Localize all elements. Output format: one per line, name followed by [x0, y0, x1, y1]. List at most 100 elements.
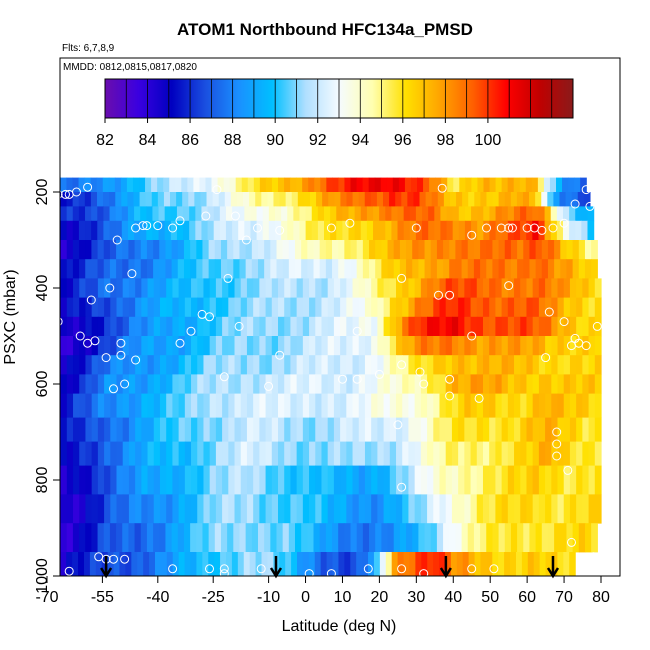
- heatmap-cell: [97, 206, 105, 222]
- heatmap-cell: [408, 336, 416, 356]
- sample-point: [397, 360, 407, 370]
- heatmap-cell: [465, 177, 472, 193]
- heatmap-cell: [110, 374, 118, 394]
- heatmap-cell: [172, 336, 180, 356]
- heatmap-cell: [443, 192, 451, 207]
- heatmap-cell: [476, 393, 484, 418]
- heatmap-cell: [427, 316, 434, 337]
- heatmap-cell: [346, 393, 354, 418]
- heatmap-cell: [60, 297, 68, 318]
- heatmap-cell: [507, 336, 515, 356]
- heatmap-cell: [317, 220, 325, 241]
- heatmap-cell: [338, 177, 346, 193]
- heatmap-cell: [302, 393, 310, 418]
- heatmap-cell: [96, 192, 104, 207]
- heatmap-cell: [557, 297, 565, 318]
- heatmap-cell: [302, 374, 310, 394]
- colorbar-tick-label: 92: [309, 132, 327, 149]
- heatmap-cell: [253, 393, 260, 418]
- heatmap-cell: [333, 417, 341, 442]
- heatmap-cell: [288, 259, 296, 279]
- heatmap-cell: [346, 192, 354, 207]
- flights-note: Flts: 6,7,8,9: [62, 43, 115, 54]
- sample-point: [116, 350, 126, 360]
- heatmap-cell: [122, 465, 130, 495]
- heatmap-cell: [199, 177, 207, 193]
- sample-point: [120, 554, 130, 564]
- heatmap-cell: [458, 417, 465, 442]
- heatmap-cell: [270, 259, 278, 279]
- heatmap-cell: [128, 355, 136, 375]
- heatmap-cell: [159, 465, 167, 495]
- heatmap-cell: [103, 523, 111, 553]
- heatmap-cell: [501, 393, 509, 418]
- heatmap-cell: [288, 240, 296, 260]
- sample-point: [241, 235, 251, 245]
- heatmap-cell: [135, 417, 142, 442]
- heatmap-cell: [110, 417, 118, 442]
- heatmap-cell: [333, 316, 341, 337]
- sample-point: [275, 225, 285, 235]
- heatmap-cell: [321, 355, 329, 375]
- heatmap-cell: [159, 316, 167, 337]
- heatmap-cell: [166, 494, 173, 524]
- heatmap-cell: [514, 494, 521, 524]
- heatmap-cell: [437, 192, 445, 207]
- heatmap-cell: [532, 393, 540, 418]
- heatmap-cell: [535, 240, 543, 260]
- heatmap-cell: [320, 552, 328, 576]
- heatmap-cell: [190, 259, 197, 279]
- heatmap-cell: [538, 220, 546, 241]
- heatmap-cell: [447, 177, 454, 193]
- heatmap-cell: [196, 259, 204, 279]
- heatmap-cell: [91, 336, 99, 356]
- heatmap-cell: [178, 441, 186, 466]
- heatmap-cell: [73, 465, 80, 495]
- heatmap-cell: [135, 494, 142, 524]
- y-tick-label: 400: [34, 275, 51, 302]
- sample-point: [338, 374, 347, 384]
- heatmap-cell: [244, 220, 252, 241]
- heatmap-cell: [408, 393, 416, 418]
- heatmap-cell: [228, 417, 236, 442]
- heatmap-cell: [501, 355, 509, 375]
- heatmap-cell: [397, 220, 405, 241]
- heatmap-cell: [202, 240, 210, 260]
- heatmap-cell: [191, 374, 198, 394]
- sample-point: [75, 331, 85, 341]
- heatmap-cell: [274, 220, 282, 241]
- heatmap-cell: [251, 240, 259, 260]
- heatmap-cell: [271, 393, 279, 418]
- sample-point: [482, 223, 491, 233]
- heatmap-cell: [79, 355, 87, 375]
- heatmap-cell: [588, 441, 596, 466]
- sample-point: [363, 564, 373, 574]
- heatmap-cell: [315, 417, 323, 442]
- heatmap-cell: [443, 523, 450, 553]
- heatmap-cell: [498, 523, 506, 553]
- heatmap-cell: [377, 417, 385, 442]
- sample-point: [186, 326, 196, 336]
- heatmap-cell: [284, 297, 292, 318]
- heatmap-cell: [79, 336, 87, 356]
- heatmap-cell: [327, 393, 335, 418]
- heatmap-cell: [202, 259, 210, 279]
- heatmap-cell: [427, 494, 434, 524]
- heatmap-cell: [305, 206, 313, 222]
- heatmap-cell: [172, 552, 180, 576]
- heatmap-cell: [582, 278, 590, 298]
- heatmap-cell: [146, 240, 154, 260]
- heatmap-cell: [424, 523, 432, 553]
- heatmap-cell: [291, 192, 299, 207]
- heatmap-cell: [321, 278, 329, 298]
- heatmap-cell: [246, 297, 254, 318]
- heatmap-cell: [535, 192, 542, 207]
- heatmap-cell: [439, 336, 447, 356]
- heatmap-cell: [520, 278, 528, 298]
- heatmap-cell: [91, 441, 99, 466]
- heatmap-cell: [517, 259, 524, 279]
- heatmap-cell: [563, 297, 571, 318]
- dates-note: MMDD: 0812,0815,0817,0820: [63, 62, 197, 73]
- heatmap-cell: [538, 336, 546, 356]
